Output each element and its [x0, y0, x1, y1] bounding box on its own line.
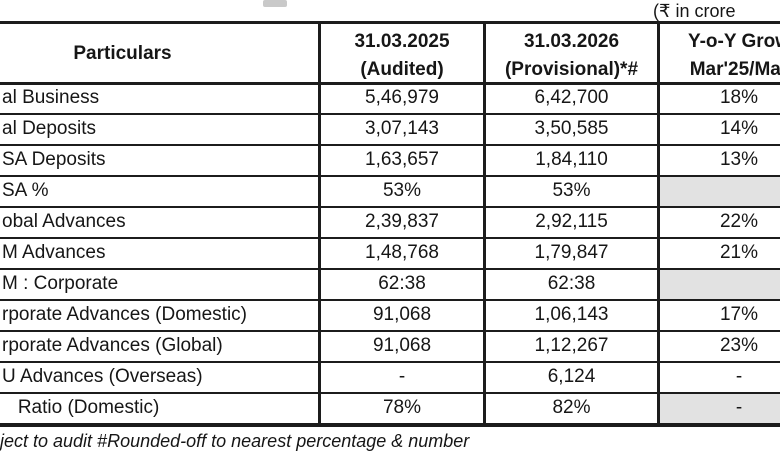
value-2025: 5,46,979 [365, 87, 439, 108]
row-label: SA Deposits [2, 149, 106, 170]
table-top-border [0, 21, 780, 24]
row-label: M : Corporate [2, 273, 119, 294]
value-growth: 23% [719, 335, 759, 356]
header-yoy-growth: Y-o-Y Grow [687, 31, 780, 52]
value-2025: - [398, 366, 406, 387]
value-growth: - [735, 366, 743, 387]
row-divider [0, 144, 780, 146]
row-divider [0, 206, 780, 208]
shaded-cell-ram-corporate-growth [660, 270, 780, 299]
header-separator [0, 82, 780, 85]
currency-unit-note: (₹ in crore [653, 1, 736, 21]
value-2025: 91,068 [372, 304, 432, 325]
cropped-heading-artifact [263, 0, 287, 7]
value-growth: 18% [719, 87, 759, 108]
value-2026: 2,92,115 [535, 211, 608, 232]
audit-footnote: ject to audit #Rounded-off to nearest pe… [0, 431, 470, 451]
column-border-1 [318, 21, 321, 427]
column-border-2 [483, 21, 486, 427]
row-divider [0, 268, 780, 270]
value-2025: 91,068 [372, 335, 432, 356]
column-border-3 [657, 21, 660, 427]
header-2025-audited: (Audited) [360, 59, 444, 80]
header-2026-provisional: (Provisional)*# [504, 59, 639, 80]
row-label: obal Advances [2, 211, 126, 232]
value-growth: 17% [719, 304, 759, 325]
value-2025: 1,48,768 [365, 242, 439, 263]
row-divider [0, 361, 780, 363]
value-2025: 3,07,143 [365, 118, 439, 139]
value-2025: 78% [382, 397, 422, 418]
header-particulars: Particulars [73, 43, 172, 64]
row-label: U Advances (Overseas) [2, 366, 203, 387]
row-label: al Business [2, 87, 100, 108]
value-2025: 53% [382, 180, 422, 201]
value-growth: - [735, 397, 743, 418]
header-2025-date: 31.03.2025 [354, 31, 450, 52]
header-yoy-period: Mar'25/Mar [689, 59, 780, 80]
row-divider [0, 330, 780, 332]
value-2025: 2,39,837 [365, 211, 439, 232]
value-2026: 82% [552, 397, 591, 418]
value-2026: 3,50,585 [534, 118, 609, 139]
row-label: M Advances [2, 242, 106, 263]
value-2026: 53% [552, 180, 591, 201]
row-label: SA % [2, 180, 49, 201]
row-label: Ratio (Domestic) [2, 397, 160, 418]
shaded-cell-cd-ratio-growth [660, 394, 780, 423]
value-growth: 21% [719, 242, 759, 263]
value-2026: 1,06,143 [534, 304, 609, 325]
row-label: rporate Advances (Domestic) [2, 304, 247, 325]
row-divider [0, 175, 780, 177]
row-divider [0, 392, 780, 394]
row-divider [0, 237, 780, 239]
value-2026: 1,12,267 [534, 335, 609, 356]
value-2026: 1,84,110 [535, 149, 608, 170]
row-divider [0, 113, 780, 115]
row-label: rporate Advances (Global) [2, 335, 223, 356]
table-bottom-border [0, 423, 780, 427]
value-2025: 1,63,657 [365, 149, 439, 170]
value-2026: 1,79,847 [534, 242, 609, 263]
shaded-cell-casa-growth [660, 177, 780, 206]
value-growth: 22% [719, 211, 759, 232]
value-growth: 14% [719, 118, 759, 139]
header-2026-date: 31.03.2026 [523, 31, 620, 52]
value-2026: 6,42,700 [534, 87, 609, 108]
row-divider [0, 299, 780, 301]
value-2025: 62:38 [378, 273, 426, 294]
value-growth: 13% [719, 149, 759, 170]
value-2026: 6,124 [547, 366, 596, 387]
value-2026: 62:38 [547, 273, 596, 294]
row-label: al Deposits [2, 118, 96, 139]
